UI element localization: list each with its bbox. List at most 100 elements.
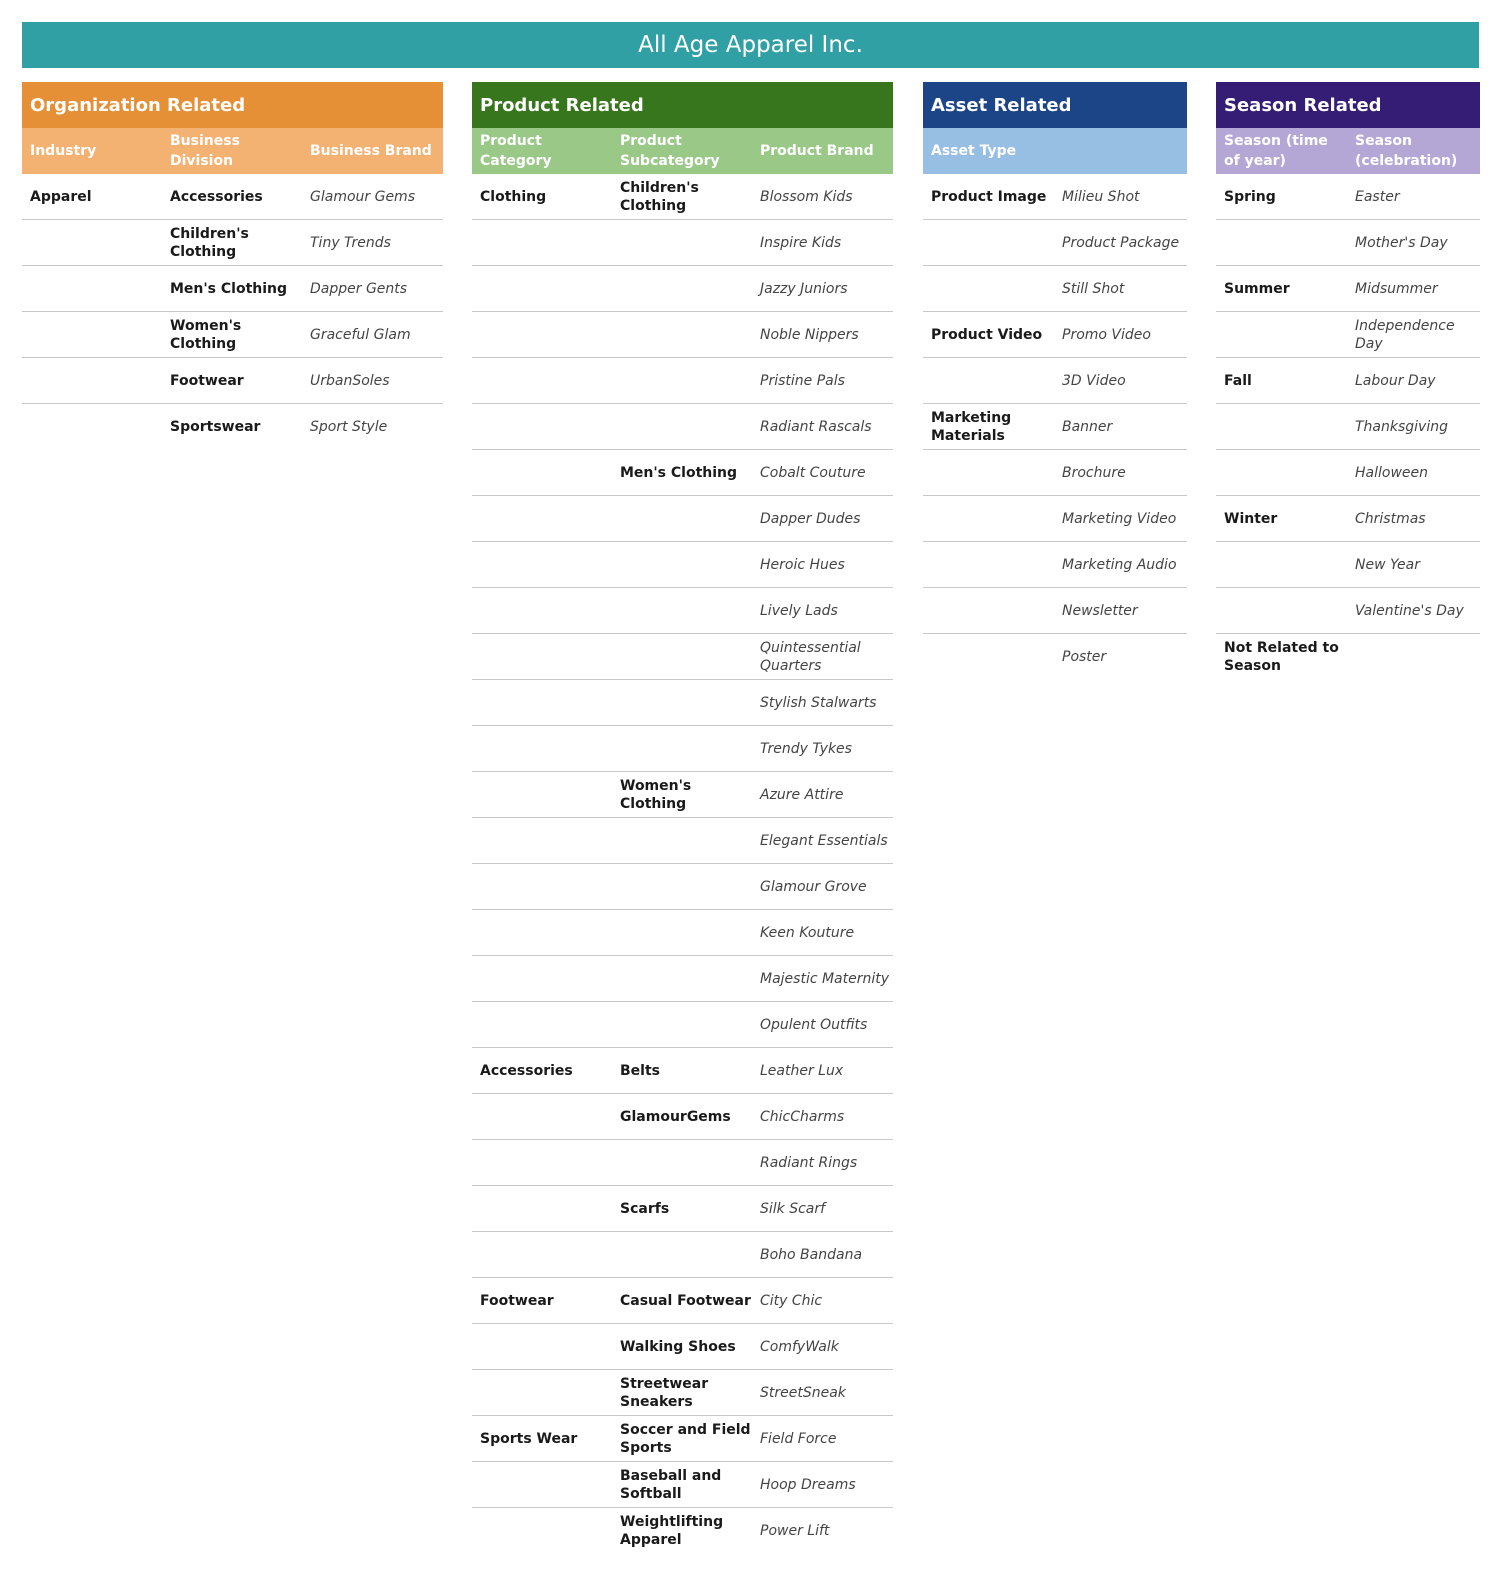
- column-headers: Product Category Product Subcategory Produ…: [472, 128, 893, 174]
- table-cell: Belts: [620, 1062, 660, 1079]
- table-cell: [923, 358, 1054, 403]
- table-cell: [22, 312, 162, 357]
- table-cell: [472, 1186, 612, 1231]
- table-row: Radiant Rascals: [472, 404, 893, 450]
- table-row: Newsletter: [923, 588, 1187, 634]
- table-cell: [612, 358, 752, 403]
- table-row: 3D Video: [923, 358, 1187, 404]
- table-cell: Elegant Essentials: [760, 832, 888, 849]
- table-cell: [612, 496, 752, 541]
- table-cell: [923, 496, 1054, 541]
- table-cell: Glamour Grove: [760, 878, 867, 895]
- table-cell: [612, 956, 752, 1001]
- table-row: Inspire Kids: [472, 220, 893, 266]
- table-row: Jazzy Juniors: [472, 266, 893, 312]
- table-cell: [612, 1002, 752, 1047]
- table-row: New Year: [1216, 542, 1480, 588]
- table-cell: Independence Day: [1355, 317, 1455, 352]
- table-cell: Poster: [1062, 649, 1107, 665]
- table-row: Majestic Maternity: [472, 956, 893, 1002]
- table-cell: [472, 588, 612, 633]
- panel-season: Season Related Season (time of year) Seaso…: [1216, 82, 1480, 680]
- table-cell: [1216, 542, 1347, 587]
- table-cell: Product Video: [931, 326, 1043, 343]
- table-cell: [612, 634, 752, 679]
- table-cell: Soccer and Field Sports: [620, 1421, 751, 1456]
- table-row: Thanksgiving: [1216, 404, 1480, 450]
- table-cell: [22, 266, 162, 311]
- table-cell: [612, 726, 752, 771]
- table-row: Keen Kouture: [472, 910, 893, 956]
- column-header: Product Brand: [760, 143, 874, 159]
- table-cell: Trendy Tykes: [760, 740, 852, 757]
- table-row: Radiant Rings: [472, 1140, 893, 1186]
- table-row: Baseball and Softball Hoop Dreams: [472, 1462, 893, 1508]
- table-row: Product Video Promo Video: [923, 312, 1187, 358]
- table-row: Product Image Milieu Shot: [923, 174, 1187, 220]
- table-cell: Footwear: [480, 1292, 554, 1309]
- column-headers: Industry Business Division Business Brand: [22, 128, 443, 174]
- table-cell: Weightlifting Apparel: [620, 1514, 724, 1548]
- table-cell: Spring: [1224, 188, 1276, 205]
- table-cell: ChicCharms: [760, 1108, 845, 1125]
- table-row: Product Package: [923, 220, 1187, 266]
- table-cell: [1216, 312, 1347, 357]
- table-cell: Accessories: [170, 188, 263, 205]
- table-row: Marketing Video: [923, 496, 1187, 542]
- panel-title: Organization Related: [22, 82, 443, 128]
- table-cell: [612, 220, 752, 265]
- table-row: GlamourGems ChicCharms: [472, 1094, 893, 1140]
- table-cell: [472, 910, 612, 955]
- table-cell: [923, 450, 1054, 495]
- table-cell: Hoop Dreams: [760, 1476, 856, 1493]
- table-row: Poster: [923, 634, 1187, 680]
- table-row: Still Shot: [923, 266, 1187, 312]
- table-cell: Walking Shoes: [620, 1338, 736, 1355]
- column-header: Business Brand: [310, 143, 432, 159]
- table-cell: [472, 634, 612, 679]
- table-cell: StreetSneak: [760, 1384, 846, 1401]
- table-cell: [472, 956, 612, 1001]
- table-cell: Men's Clothing: [620, 464, 738, 481]
- table-row: Glamour Grove: [472, 864, 893, 910]
- table-row: Sportswear Sport Style: [22, 404, 443, 450]
- table-cell: [472, 404, 612, 449]
- table-row: Footwear Casual Footwear City Chic: [472, 1278, 893, 1324]
- table-cell: Sport Style: [310, 419, 388, 435]
- column-header: Industry: [30, 143, 97, 159]
- table-cell: [1216, 450, 1347, 495]
- table-row: Fall Labour Day: [1216, 358, 1480, 404]
- panel-title: Product Related: [472, 82, 893, 128]
- table-cell: [472, 542, 612, 587]
- table-cell: Marketing Video: [1062, 510, 1177, 527]
- table-row: Men's Clothing Dapper Gents: [22, 266, 443, 312]
- table-cell: [472, 358, 612, 403]
- table-cell: Still Shot: [1062, 280, 1125, 297]
- table-cell: [472, 266, 612, 311]
- table-cell: [612, 864, 752, 909]
- table-cell: Fall: [1224, 372, 1252, 389]
- table-row: Children's Clothing Tiny Trends: [22, 220, 443, 266]
- table-row: Women's Clothing Graceful Glam: [22, 312, 443, 358]
- table-cell: Casual Footwear: [620, 1292, 751, 1309]
- table-cell: [472, 1508, 612, 1554]
- table-cell: Sports Wear: [480, 1430, 578, 1447]
- table-cell: [472, 1094, 612, 1139]
- column-header: Season (celebration): [1355, 133, 1458, 169]
- table-row: Streetwear Sneakers StreetSneak: [472, 1370, 893, 1416]
- column-headers: Asset Type: [923, 128, 1187, 174]
- table-cell: [472, 680, 612, 725]
- table-cell: New Year: [1355, 556, 1420, 573]
- table-cell: Halloween: [1355, 464, 1429, 481]
- table-cell: [923, 634, 1054, 680]
- table-cell: Newsletter: [1062, 602, 1138, 619]
- table-row: Walking Shoes ComfyWalk: [472, 1324, 893, 1370]
- table-cell: Labour Day: [1355, 372, 1436, 389]
- panel-title: Season Related: [1216, 82, 1480, 128]
- table-cell: Leather Lux: [760, 1062, 844, 1079]
- table-cell: Azure Attire: [760, 786, 844, 803]
- table-cell: Opulent Outfits: [760, 1016, 868, 1033]
- table-row: Not Related to Season: [1216, 634, 1480, 680]
- table-row: Scarfs Silk Scarf: [472, 1186, 893, 1232]
- table-row: Winter Christmas: [1216, 496, 1480, 542]
